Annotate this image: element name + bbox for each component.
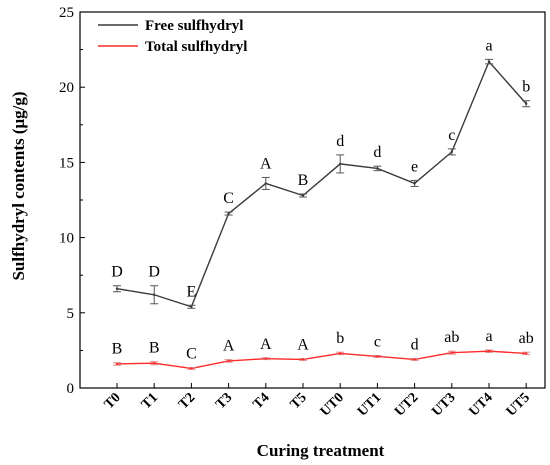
y-tick-label: 20 bbox=[59, 80, 74, 96]
significance-label: A bbox=[260, 155, 272, 172]
significance-label: E bbox=[187, 283, 197, 300]
data-point bbox=[264, 182, 267, 185]
significance-label: A bbox=[223, 338, 235, 355]
y-tick-label: 5 bbox=[67, 306, 75, 322]
data-point bbox=[153, 361, 156, 365]
y-axis-title: Sulfhydryl contents (μg/g) bbox=[9, 91, 28, 280]
significance-label: b bbox=[336, 330, 344, 347]
data-point bbox=[376, 355, 379, 358]
legend-label: Total sulfhydryl bbox=[145, 39, 247, 55]
data-point bbox=[487, 60, 491, 63]
data-point bbox=[487, 349, 491, 353]
x-axis-title: Curing treatment bbox=[257, 441, 385, 460]
significance-label: A bbox=[260, 336, 272, 353]
data-point bbox=[450, 351, 453, 354]
data-point bbox=[339, 162, 342, 166]
data-point bbox=[115, 362, 119, 366]
series-layer bbox=[113, 58, 531, 370]
y-axis-ticks: 0 5 10 15 20 25 bbox=[59, 5, 85, 397]
significance-label: B bbox=[112, 341, 123, 358]
data-point bbox=[376, 167, 379, 170]
significance-label: A bbox=[297, 337, 309, 354]
data-point bbox=[190, 305, 193, 308]
significance-label: ab bbox=[444, 329, 459, 346]
y-tick-label: 0 bbox=[67, 381, 75, 397]
significance-label: a bbox=[485, 328, 492, 345]
series-line bbox=[116, 350, 527, 370]
y-tick-label: 25 bbox=[59, 5, 74, 21]
significance-label: B bbox=[149, 340, 160, 357]
data-point bbox=[301, 358, 305, 361]
legend: Free sulfhydryl Total sulfhydryl bbox=[98, 18, 247, 55]
significance-label: c bbox=[374, 334, 381, 351]
legend-label: Free sulfhydryl bbox=[145, 18, 243, 34]
data-point bbox=[115, 287, 119, 290]
significance-label: D bbox=[111, 264, 123, 281]
data-point bbox=[413, 358, 416, 361]
significance-label: e bbox=[411, 158, 418, 175]
significance-label: C bbox=[186, 346, 197, 363]
significance-label: C bbox=[223, 190, 234, 207]
data-point bbox=[227, 212, 230, 215]
significance-label: ab bbox=[519, 330, 534, 347]
significance-label: d bbox=[336, 133, 344, 150]
data-point bbox=[190, 367, 193, 370]
y-tick-label: 15 bbox=[59, 155, 74, 171]
significance-label: D bbox=[148, 264, 160, 281]
series-line bbox=[116, 60, 527, 308]
series-0 bbox=[113, 58, 531, 309]
significance-label: a bbox=[485, 37, 492, 54]
significance-label: d bbox=[373, 144, 381, 161]
significance-label: b bbox=[522, 79, 530, 96]
significance-label: c bbox=[448, 127, 455, 144]
significance-label: B bbox=[298, 172, 309, 189]
data-point bbox=[227, 359, 230, 363]
data-point bbox=[450, 150, 453, 154]
data-point bbox=[413, 182, 416, 185]
data-point bbox=[153, 293, 156, 296]
significance-label: d bbox=[411, 337, 419, 354]
data-point bbox=[301, 194, 305, 197]
data-point bbox=[264, 357, 267, 360]
series-1 bbox=[113, 349, 531, 370]
data-point bbox=[525, 352, 528, 355]
y-tick-label: 10 bbox=[59, 231, 74, 247]
data-point bbox=[525, 102, 528, 105]
data-point bbox=[339, 352, 342, 355]
